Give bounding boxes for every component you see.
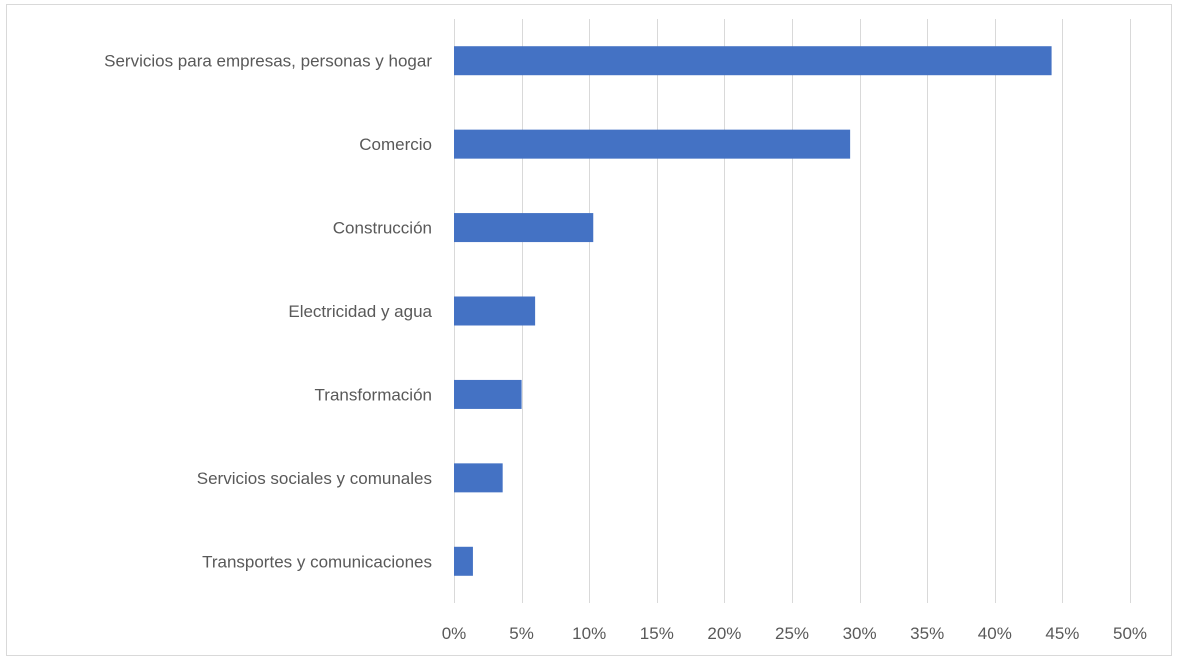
category-label: Servicios para empresas, personas y hoga… bbox=[104, 52, 432, 71]
category-label: Electricidad y agua bbox=[288, 302, 432, 321]
x-tick-label: 5% bbox=[509, 624, 534, 643]
x-tick-labels: 0% 5% 10% 15% 20% 25% 30% 35% 40% 45% 50% bbox=[442, 624, 1147, 643]
category-labels: Servicios para empresas, personas y hoga… bbox=[104, 52, 432, 572]
x-tick-label: 0% bbox=[442, 624, 467, 643]
x-tick-label: 15% bbox=[640, 624, 674, 643]
chart-frame: Servicios para empresas, personas y hoga… bbox=[6, 4, 1172, 656]
bar bbox=[454, 46, 1052, 76]
category-label: Comercio bbox=[359, 135, 432, 154]
x-tick-label: 45% bbox=[1045, 624, 1079, 643]
bar bbox=[454, 129, 851, 159]
bar bbox=[454, 463, 503, 493]
category-label: Servicios sociales y comunales bbox=[197, 469, 432, 488]
bars bbox=[454, 46, 1052, 576]
x-tick-label: 40% bbox=[978, 624, 1012, 643]
category-label: Transportes y comunicaciones bbox=[202, 552, 432, 571]
bar bbox=[454, 379, 522, 409]
bar bbox=[454, 296, 536, 326]
category-label: Construcción bbox=[333, 219, 432, 238]
x-tick-label: 20% bbox=[707, 624, 741, 643]
gridlines bbox=[454, 19, 1131, 603]
x-tick-label: 50% bbox=[1113, 624, 1147, 643]
bar bbox=[454, 213, 594, 243]
category-label: Transformación bbox=[315, 385, 432, 404]
bar bbox=[454, 546, 473, 576]
x-tick-label: 35% bbox=[910, 624, 944, 643]
x-tick-label: 30% bbox=[843, 624, 877, 643]
bar-chart: Servicios para empresas, personas y hoga… bbox=[104, 19, 1147, 643]
x-tick-label: 10% bbox=[572, 624, 606, 643]
x-tick-label: 25% bbox=[775, 624, 809, 643]
